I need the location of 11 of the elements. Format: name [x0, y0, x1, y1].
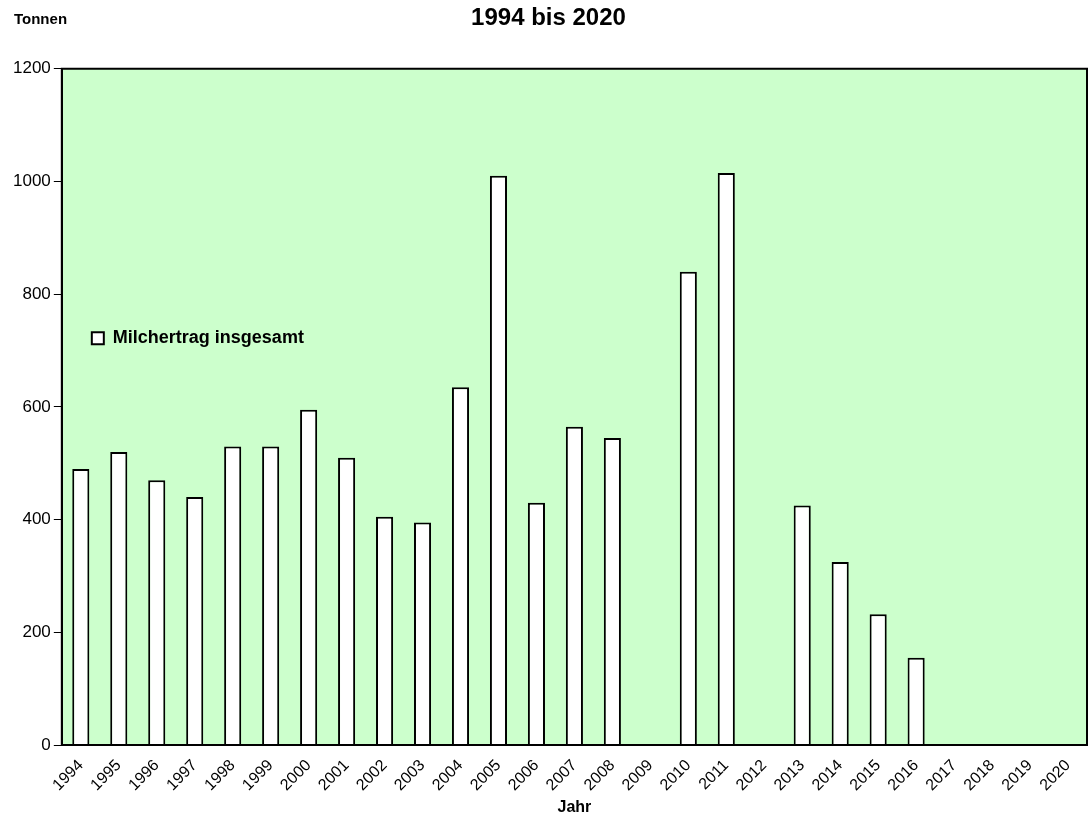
y-tick-label: 1000: [12, 171, 51, 191]
chart-title: 1994 bis 2020: [471, 3, 626, 31]
y-tick-label: 400: [22, 509, 51, 529]
y-axis-title: Tonnen: [14, 10, 68, 27]
y-tick-label: 600: [22, 396, 51, 416]
y-tick-label: 800: [22, 283, 51, 303]
legend-label: Milchertrag insgesamt: [112, 327, 304, 348]
y-tick-label: 1200: [12, 58, 51, 78]
y-tick-label: 0: [41, 734, 51, 754]
y-tick-label: 200: [22, 622, 51, 642]
x-axis-title: Jahr: [557, 797, 592, 815]
